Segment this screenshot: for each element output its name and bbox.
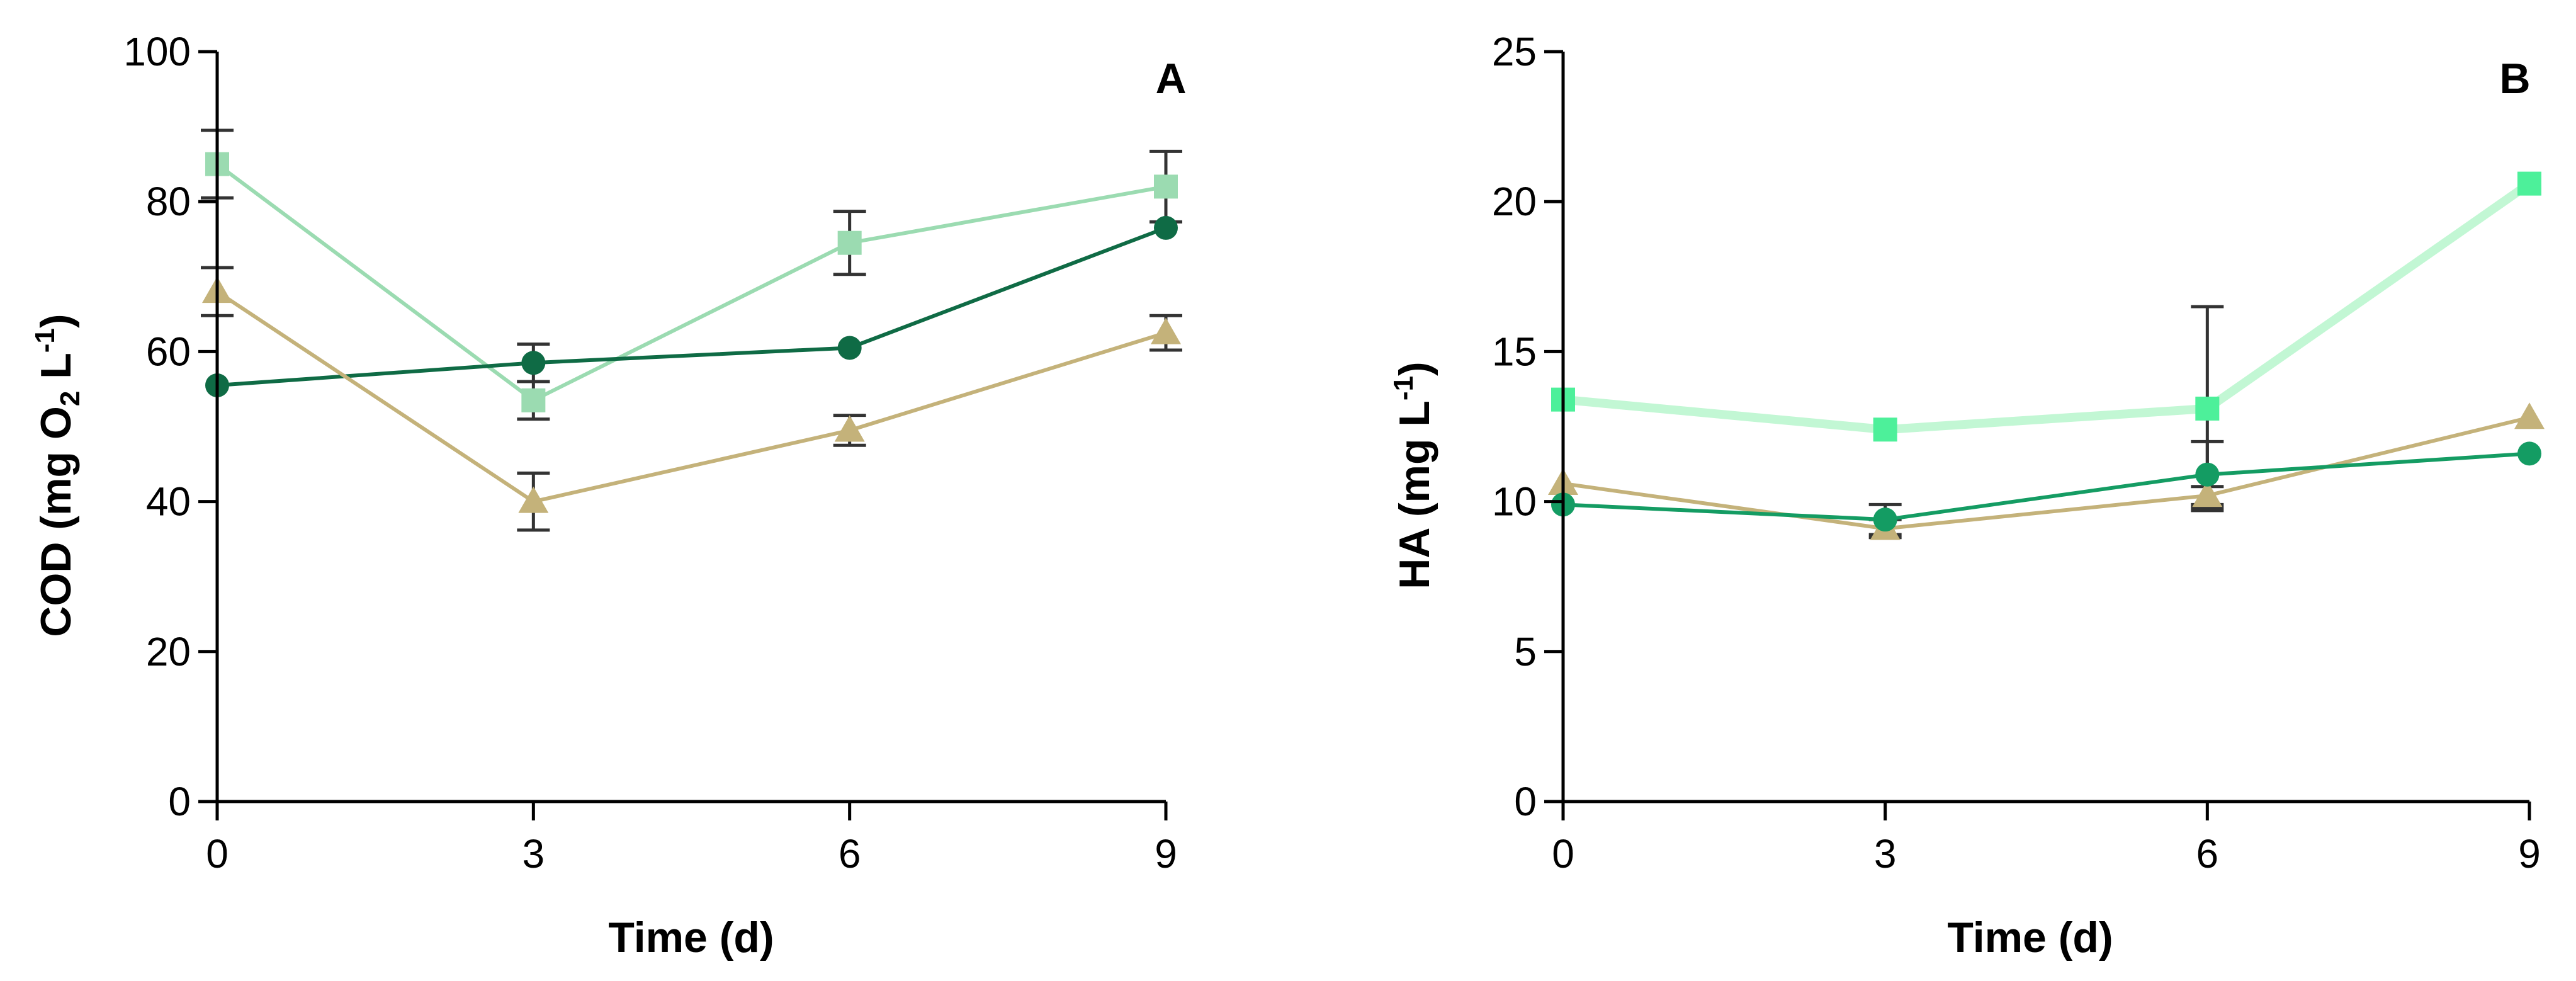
y-tick-label-a: 60 xyxy=(146,329,191,374)
series-line-circle xyxy=(217,226,1167,387)
data-point-triangle xyxy=(1151,317,1181,344)
error-bars-a xyxy=(201,128,1182,532)
x-tick-label-b: 6 xyxy=(2196,831,2219,876)
y-tick-label-a: 80 xyxy=(146,179,191,224)
data-point-triangle xyxy=(834,415,865,442)
data-point-square xyxy=(837,230,862,255)
data-point-square xyxy=(2195,396,2220,421)
data-point-circle xyxy=(521,351,546,375)
data-point-triangle xyxy=(518,486,549,513)
markers-b xyxy=(1548,171,2545,540)
y-tick-label-b: 20 xyxy=(1492,179,1537,224)
y-tick-label-b: 15 xyxy=(1492,329,1537,374)
series-line-square xyxy=(216,162,1167,402)
x-tick-label-a: 3 xyxy=(523,831,545,876)
series-lines-a xyxy=(216,162,1167,504)
y-axis-title-b-sup: -1 xyxy=(1388,376,1419,400)
panel-label-b: B xyxy=(2499,55,2530,103)
y-axis-title-a-prefix: COD (mg O xyxy=(32,406,80,637)
x-axis-title-a: Time (d) xyxy=(608,914,774,961)
x-tick-label-a: 9 xyxy=(1155,831,1177,876)
y-axis-title-a-sub: 2 xyxy=(55,391,86,406)
x-tick-label-a: 6 xyxy=(839,831,861,876)
x-tick-label-b: 9 xyxy=(2518,831,2541,876)
y-tick-label-a: 40 xyxy=(146,479,191,525)
data-point-square xyxy=(1154,174,1178,199)
y-axis-title-b-suffix: ) xyxy=(1391,361,1438,376)
data-point-triangle xyxy=(2514,402,2545,429)
markers-a xyxy=(202,152,1181,513)
x-tick-label-a: 0 xyxy=(206,831,229,876)
data-point-circle xyxy=(2195,462,2220,487)
chart-panel-b: 0 5 10 15 20 25 0 3 6 9 B Time (d) HA (mg L-1) xyxy=(1388,29,2545,961)
data-point-circle xyxy=(1154,215,1178,240)
y-axis-title-a: COD (mg O2 L-1) xyxy=(30,314,86,637)
data-point-square xyxy=(1873,417,1897,442)
axes-b: 0 5 10 15 20 25 0 3 6 9 xyxy=(1492,29,2541,876)
panel-label-a: A xyxy=(1155,55,1186,103)
series-line-circle xyxy=(1562,451,2530,522)
axes-a: 0 20 40 60 80 100 0 3 6 9 xyxy=(123,29,1177,876)
y-tick-label-b: 10 xyxy=(1492,479,1537,525)
y-tick-label-b: 25 xyxy=(1492,29,1537,74)
y-tick-label-b: 0 xyxy=(1514,779,1537,824)
y-axis-title-a-mid: L xyxy=(32,353,80,390)
y-tick-label-a: 20 xyxy=(146,629,191,674)
series-lines-b xyxy=(1562,179,2533,531)
data-point-triangle xyxy=(2192,480,2223,508)
y-axis-title-b-prefix: HA (mg L xyxy=(1391,400,1438,589)
y-axis-title-a-suffix: ) xyxy=(32,314,80,328)
data-point-circle xyxy=(1873,508,1897,532)
y-axis-title-b: HA (mg L-1) xyxy=(1388,361,1438,589)
y-tick-label-a: 100 xyxy=(123,29,191,74)
series-line-triangle xyxy=(216,290,1167,504)
data-point-circle xyxy=(837,336,862,360)
x-tick-label-b: 0 xyxy=(1552,831,1574,876)
x-tick-label-b: 3 xyxy=(1874,831,1897,876)
data-point-square xyxy=(2517,171,2541,196)
series-line-square xyxy=(1562,179,2533,434)
y-tick-label-a: 0 xyxy=(168,779,191,824)
data-point-circle xyxy=(2517,441,2541,466)
y-axis-title-a-sup: -1 xyxy=(30,328,60,353)
x-axis-title-b: Time (d) xyxy=(1947,914,2113,961)
y-tick-label-b: 5 xyxy=(1514,629,1537,674)
chart-panel-a: 0 20 40 60 80 100 0 3 6 9 A Time (d) COD (mg O2 L… xyxy=(30,29,1187,961)
data-point-square xyxy=(521,388,546,412)
series-line-triangle xyxy=(1562,416,2530,531)
